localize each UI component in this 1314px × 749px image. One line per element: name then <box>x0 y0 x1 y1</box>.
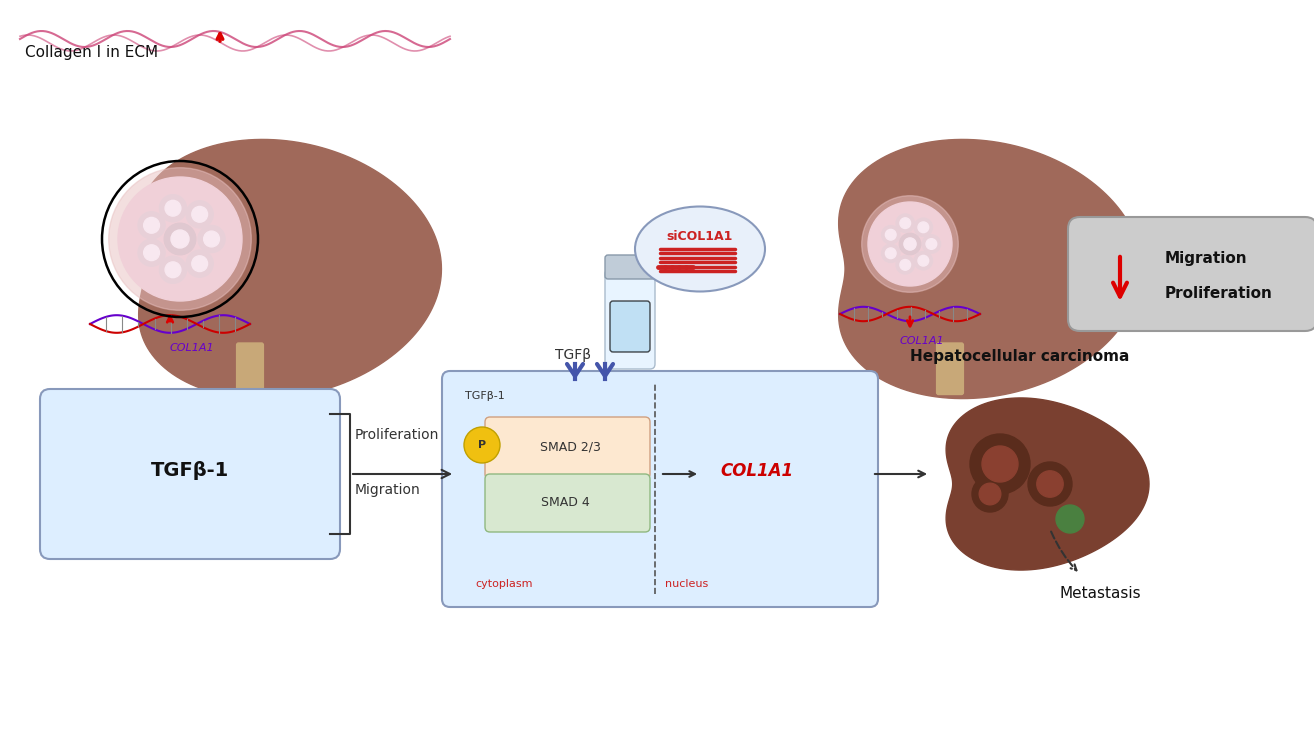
Polygon shape <box>946 398 1148 570</box>
Circle shape <box>143 217 159 233</box>
Ellipse shape <box>635 207 765 291</box>
Text: nucleus: nucleus <box>665 579 708 589</box>
Circle shape <box>192 207 208 222</box>
FancyBboxPatch shape <box>485 417 650 479</box>
Circle shape <box>204 231 219 247</box>
Circle shape <box>922 235 941 253</box>
Circle shape <box>1037 471 1063 497</box>
Polygon shape <box>838 139 1142 398</box>
Circle shape <box>896 255 915 274</box>
FancyBboxPatch shape <box>442 371 878 607</box>
Text: Collagen I in ECM: Collagen I in ECM <box>25 45 158 60</box>
Circle shape <box>198 225 225 252</box>
Circle shape <box>900 218 911 228</box>
Text: SMAD 2/3: SMAD 2/3 <box>540 440 600 453</box>
FancyBboxPatch shape <box>604 255 654 279</box>
FancyBboxPatch shape <box>937 343 963 395</box>
Circle shape <box>972 476 1008 512</box>
Circle shape <box>138 239 166 266</box>
Text: cytoplasm: cytoplasm <box>474 579 532 589</box>
Circle shape <box>862 195 958 292</box>
Circle shape <box>899 233 921 255</box>
Circle shape <box>915 218 933 237</box>
Circle shape <box>187 201 213 228</box>
Circle shape <box>118 177 242 301</box>
Text: COL1A1: COL1A1 <box>900 336 945 346</box>
Circle shape <box>166 200 181 216</box>
Text: TGFβ-1: TGFβ-1 <box>465 391 505 401</box>
Circle shape <box>192 256 208 272</box>
FancyBboxPatch shape <box>604 269 654 369</box>
Text: siCOL1A1: siCOL1A1 <box>666 231 733 243</box>
Circle shape <box>143 245 159 261</box>
Circle shape <box>1028 462 1072 506</box>
Text: COL1A1: COL1A1 <box>170 343 214 353</box>
Circle shape <box>918 222 929 233</box>
Circle shape <box>166 262 181 278</box>
Circle shape <box>159 256 187 283</box>
Text: SMAD 4: SMAD 4 <box>540 496 590 509</box>
Circle shape <box>171 230 189 248</box>
Text: COL1A1: COL1A1 <box>720 462 794 480</box>
Circle shape <box>882 225 900 244</box>
Circle shape <box>164 223 196 255</box>
Circle shape <box>187 250 213 277</box>
Text: TGFβ-1: TGFβ-1 <box>151 461 229 481</box>
Circle shape <box>926 239 937 249</box>
Text: Metastasis: Metastasis <box>1059 586 1141 601</box>
Text: Hepatocellular carcinoma: Hepatocellular carcinoma <box>911 350 1130 365</box>
FancyBboxPatch shape <box>610 301 650 352</box>
FancyBboxPatch shape <box>485 474 650 532</box>
FancyBboxPatch shape <box>237 343 263 395</box>
Circle shape <box>982 446 1018 482</box>
Circle shape <box>109 168 251 310</box>
Text: TGFβ: TGFβ <box>555 348 591 362</box>
Circle shape <box>1056 505 1084 533</box>
Text: Proliferation: Proliferation <box>355 428 439 442</box>
Text: Migration: Migration <box>355 483 420 497</box>
Polygon shape <box>139 139 442 398</box>
Circle shape <box>915 252 933 270</box>
Circle shape <box>886 248 896 258</box>
Text: P: P <box>478 440 486 450</box>
Circle shape <box>979 483 1001 505</box>
Circle shape <box>918 255 929 266</box>
Circle shape <box>869 202 953 286</box>
Circle shape <box>896 214 915 232</box>
Circle shape <box>138 212 166 239</box>
Circle shape <box>886 229 896 240</box>
Circle shape <box>900 259 911 270</box>
Circle shape <box>970 434 1030 494</box>
Circle shape <box>904 238 916 250</box>
Text: Migration: Migration <box>1166 252 1247 267</box>
FancyBboxPatch shape <box>1068 217 1314 331</box>
Circle shape <box>464 427 501 463</box>
FancyBboxPatch shape <box>39 389 340 559</box>
Text: Proliferation: Proliferation <box>1166 287 1273 302</box>
Circle shape <box>159 195 187 222</box>
Circle shape <box>882 244 900 262</box>
